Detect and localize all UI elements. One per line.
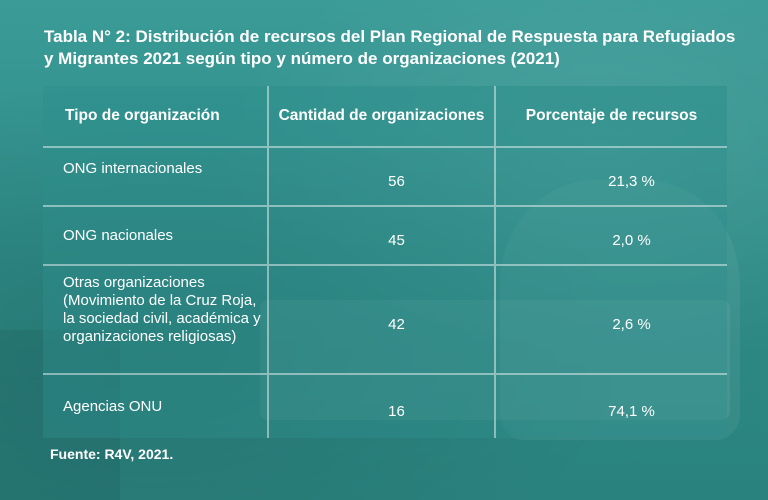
row-tipo: ONG nacionales [43, 207, 269, 266]
header-tipo: Tipo de organización [43, 86, 269, 148]
row-tipo: Agencias ONU [43, 375, 269, 438]
row-cantidad: 45 [269, 207, 496, 266]
header-porcentaje: Porcentaje de recursos [496, 86, 727, 148]
row-porcentaje: 2,6 % [496, 266, 727, 375]
data-table: Tipo de organización Cantidad de organiz… [43, 86, 727, 438]
table-title: Tabla N° 2: Distribución de recursos del… [44, 27, 736, 68]
row-tipo: ONG internacionales [43, 148, 269, 207]
background-figure [500, 180, 740, 440]
row-cantidad: 16 [269, 375, 496, 438]
header-cantidad: Cantidad de organizaciones [269, 86, 496, 148]
row-porcentaje: 21,3 % [496, 148, 727, 207]
background-shadow [0, 330, 120, 500]
row-porcentaje: 2,0 % [496, 207, 727, 266]
background-table-shape [260, 300, 730, 420]
row-tipo: Otras organizaciones (Movimiento de la C… [43, 266, 269, 375]
row-porcentaje: 74,1 % [496, 375, 727, 438]
row-cantidad: 42 [269, 266, 496, 375]
row-cantidad: 56 [269, 148, 496, 207]
source-note: Fuente: R4V, 2021. [50, 446, 174, 462]
